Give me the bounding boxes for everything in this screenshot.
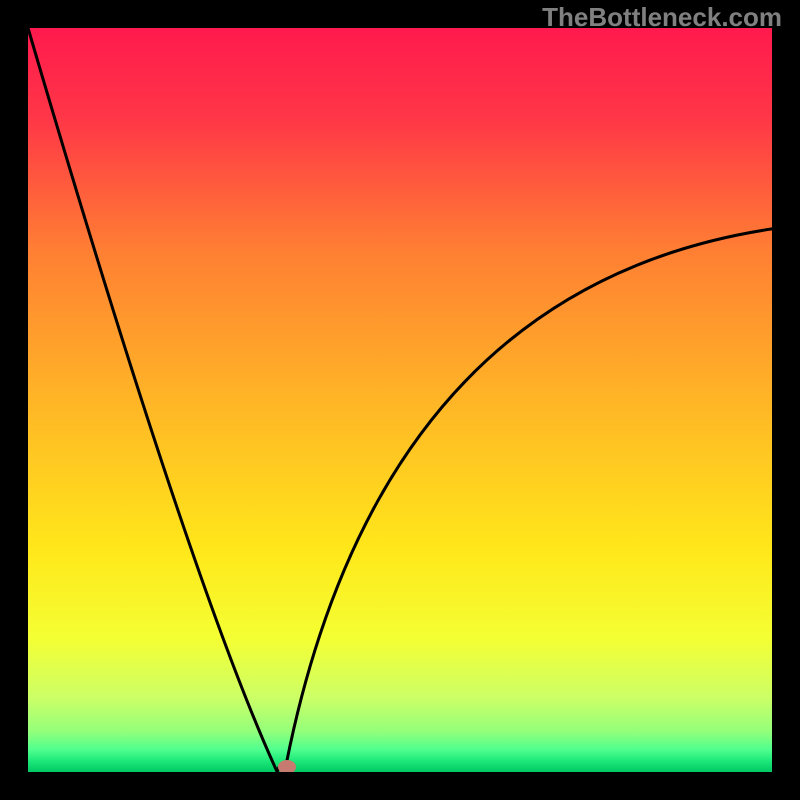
chart-svg xyxy=(28,28,772,772)
optimal-point-marker xyxy=(278,760,296,772)
watermark-text: TheBottleneck.com xyxy=(542,2,782,33)
chart-outer-frame xyxy=(0,0,800,800)
chart-plot-area xyxy=(28,28,772,772)
